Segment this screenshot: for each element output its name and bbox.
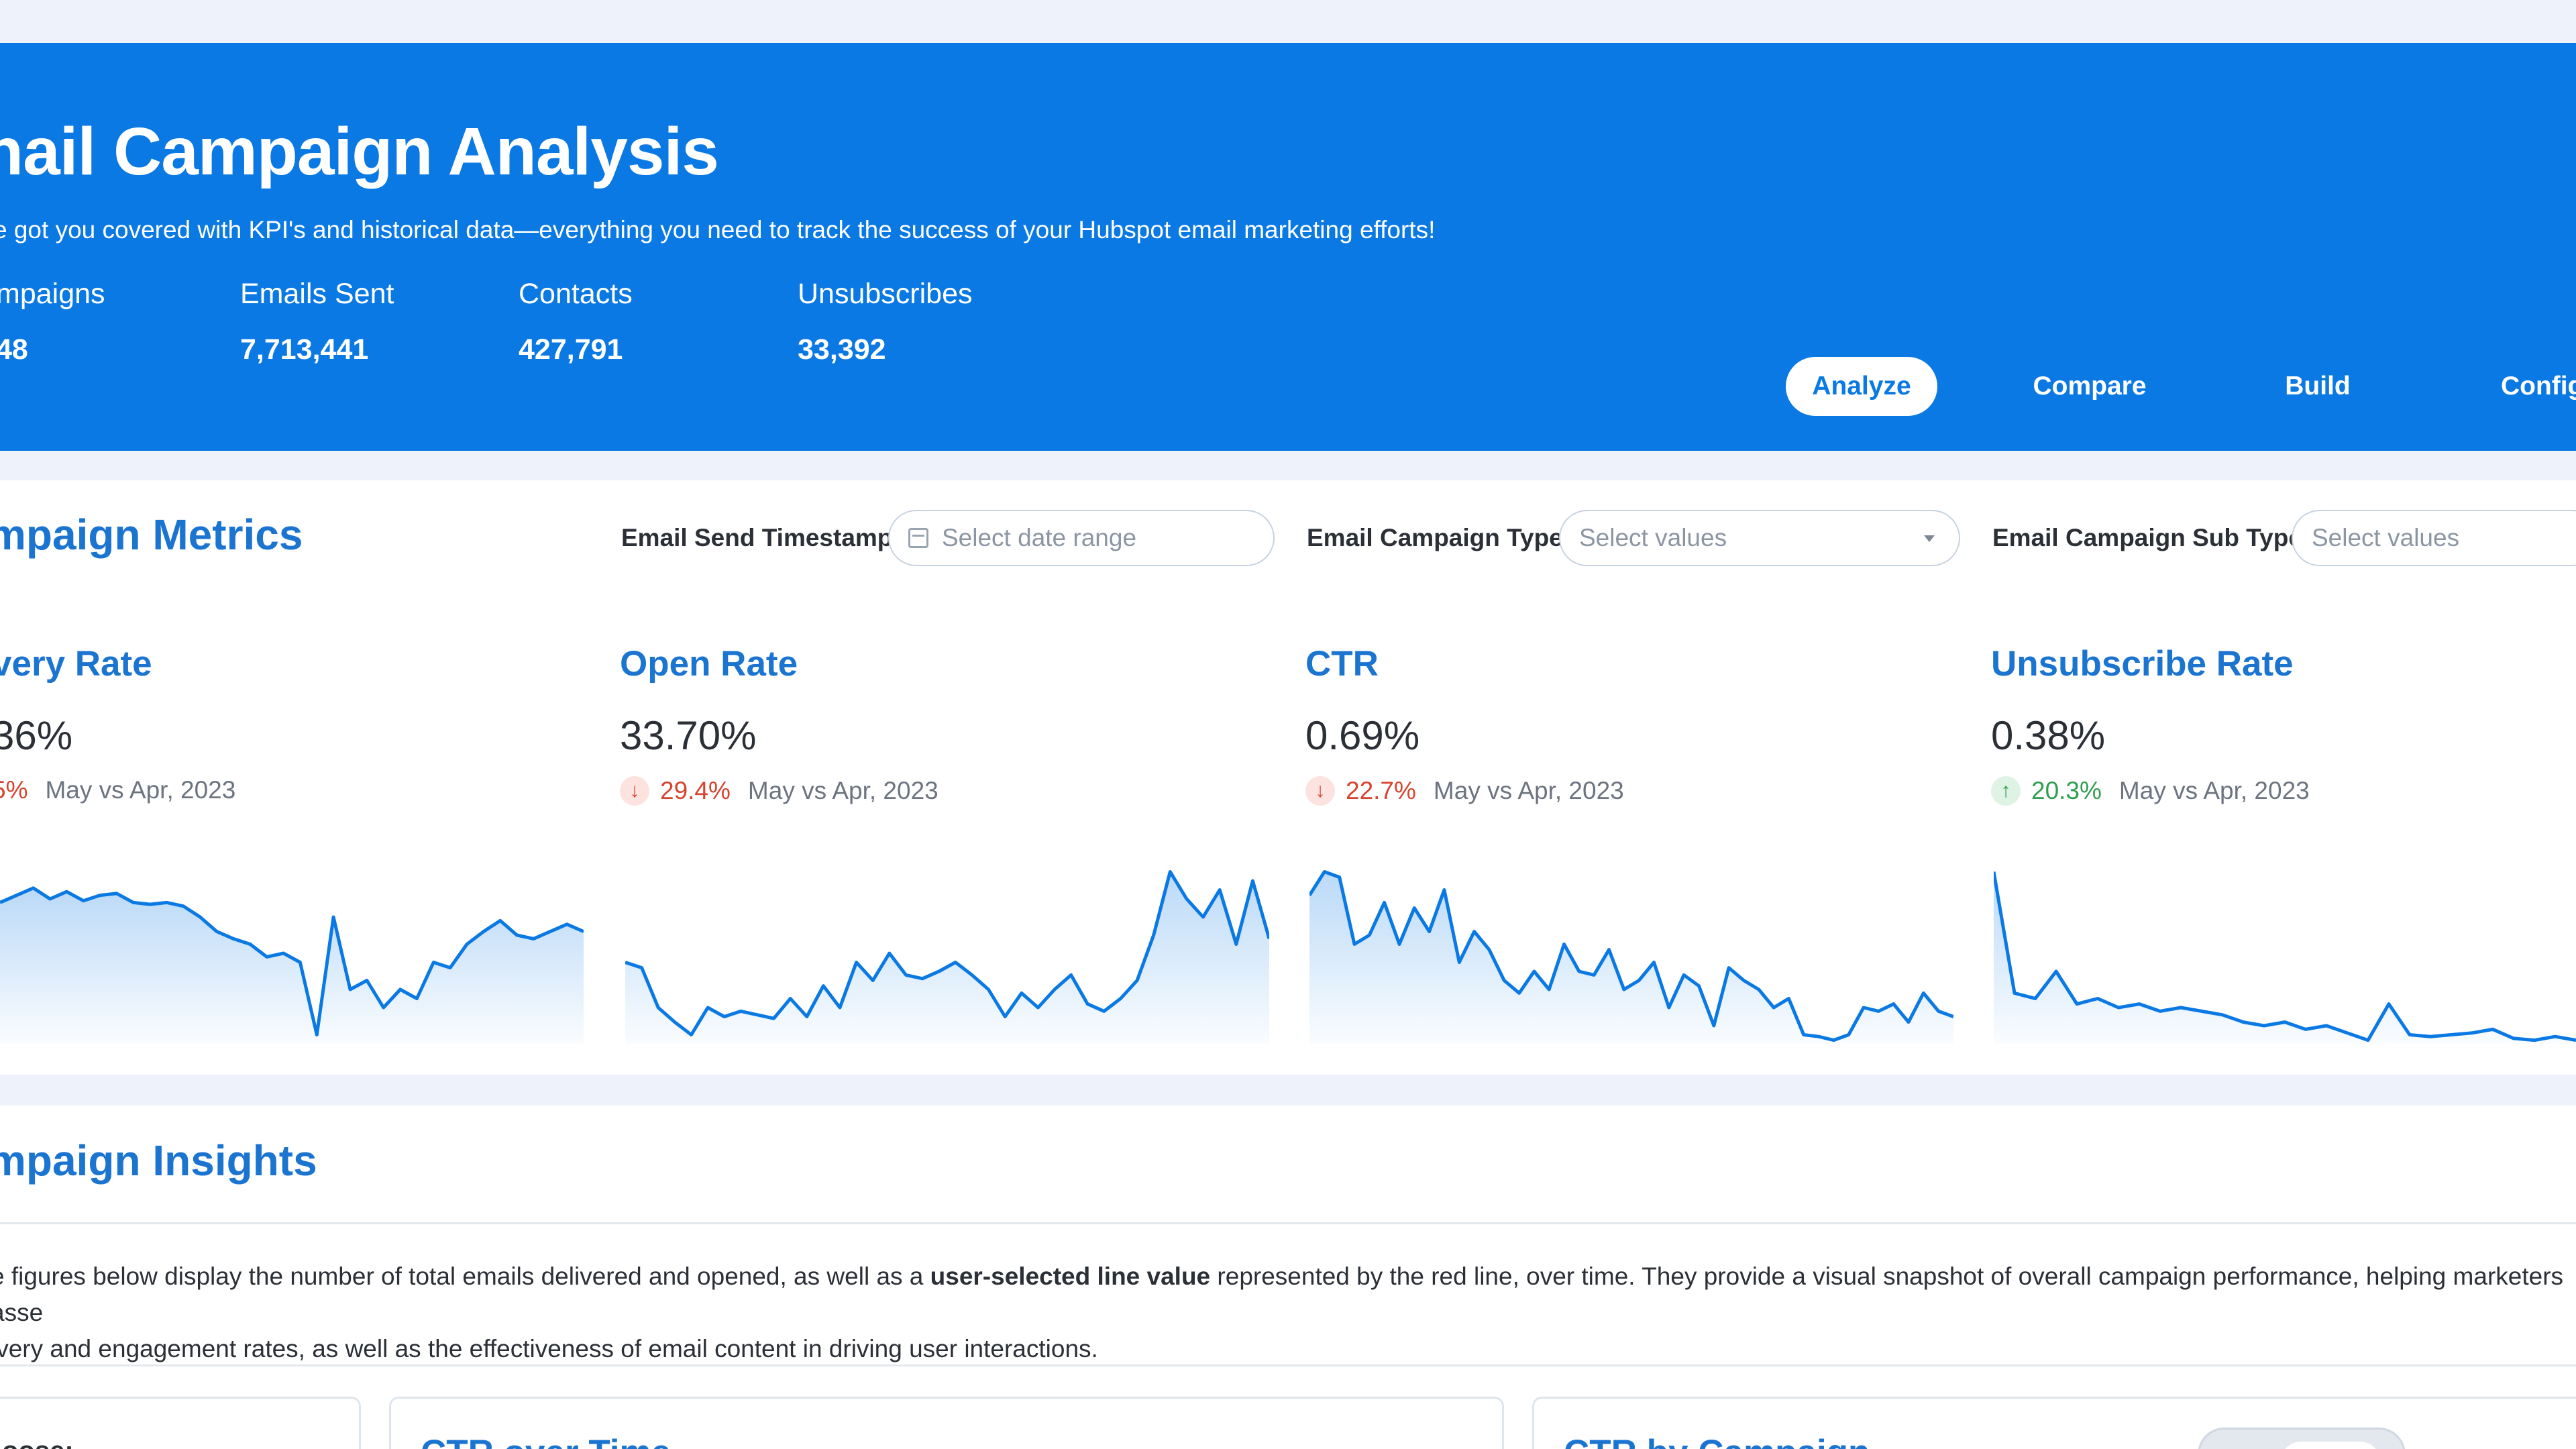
kpi-title: very Rate (0, 644, 152, 684)
kpi-value: 36% (0, 713, 73, 758)
card-title: CTR by Campaign (1564, 1432, 1870, 1449)
kpi-delta: ↑ 20.3% May vs Apr, 2023 (1991, 776, 2576, 806)
insights-title: mpaign Insights (0, 1136, 317, 1185)
sparkline-line (1994, 871, 2576, 1042)
kpi-value: 33.70% (620, 713, 757, 758)
kpi-delta-percent: 20.3% (2031, 777, 2102, 804)
kpi-delta: ↓ 29.4% May vs Apr, 2023 (620, 776, 1264, 806)
kpi-delta: 5% May vs Apr, 2023 (0, 776, 636, 804)
stat-campaigns: mpaigns 48 (0, 278, 105, 366)
kpi-delta-period: May vs Apr, 2023 (747, 777, 938, 804)
card-title: CTR over Time (421, 1432, 671, 1449)
toggle-knob[interactable] (2280, 1442, 2381, 1449)
kpi-ctr: CTR 0.69% ↓ 22.7% May vs Apr, 2023 (1305, 643, 1949, 806)
stat-label: mpaigns (0, 278, 105, 310)
hero-banner: nail Campaign Analysis e got you covered… (0, 43, 2576, 451)
kpi-delta: ↓ 22.7% May vs Apr, 2023 (1305, 776, 1949, 806)
sparkline-unsubscribe-rate (1994, 871, 2576, 1044)
kpi-title: CTR (1305, 644, 1379, 684)
description-text: represented by the red line, over time. … (0, 1263, 2564, 1326)
subtype-filter-label: Email Campaign Sub Type (1992, 524, 2302, 551)
stat-emails-sent: Emails Sent 7,713,441 (240, 278, 394, 366)
page-subtitle: e got you covered with KPI's and histori… (0, 216, 1436, 244)
date-range-picker[interactable]: Select date range (888, 510, 1275, 566)
kpi-delta-percent: 22.7% (1346, 777, 1416, 804)
kpi-value: 0.69% (1305, 713, 1420, 758)
divider (0, 1364, 2576, 1366)
campaign-subtype-select[interactable]: Select values (2292, 510, 2576, 566)
stat-label: Unsubscribes (798, 278, 973, 310)
kpi-open-rate: Open Rate 33.70% ↓ 29.4% May vs Apr, 202… (620, 643, 1264, 806)
card-title: oose: (2, 1436, 74, 1449)
description-text: ivery and engagement rates, as well as t… (0, 1335, 1098, 1362)
sparkline-delivery-rate (0, 886, 584, 1044)
sparkline-line (0, 886, 584, 1036)
sparkline-area (625, 871, 1269, 1044)
kpi-unsubscribe-rate: Unsubscribe Rate 0.38% ↑ 20.3% May vs Ap… (1991, 643, 2576, 806)
stat-value: 33,392 (798, 333, 886, 366)
kpi-delivery-rate: very Rate 36% 5% May vs Apr, 2023 (0, 643, 636, 804)
tab-analyze[interactable]: Analyze (1786, 357, 1937, 416)
sparkline-line (625, 870, 1269, 1036)
choose-metric-card: oose: (0, 1397, 361, 1449)
tab-build[interactable]: Build (2285, 372, 2351, 400)
sparkline-ctr (1309, 870, 1953, 1044)
sparkline-area (1309, 871, 1953, 1044)
kpi-value: 0.38% (1991, 713, 2106, 758)
metrics-title: mpaign Metrics (0, 511, 303, 559)
campaign-type-placeholder: Select values (1579, 524, 1727, 551)
kpi-delta-percent: 29.4% (660, 777, 731, 804)
stat-label: Emails Sent (240, 278, 394, 310)
kpi-title: Unsubscribe Rate (1991, 644, 2294, 684)
date-range-placeholder: Select date range (942, 524, 1137, 551)
stat-value: 48 (0, 333, 28, 366)
arrow-down-icon: ↓ (1305, 776, 1335, 806)
sparkline-area (0, 888, 584, 1044)
kpi-delta-percent: 5% (0, 776, 28, 804)
stat-label: Contacts (519, 278, 633, 310)
type-filter-label: Email Campaign Type (1307, 524, 1563, 551)
description-emphasis: user-selected line value (930, 1263, 1211, 1290)
stat-unsubscribes: Unsubscribes 33,392 (798, 278, 973, 366)
description-text: e figures below display the number of to… (0, 1263, 930, 1290)
ctr-by-campaign-card: CTR by Campaign (1532, 1397, 2576, 1449)
stat-contacts: Contacts 427,791 (519, 278, 633, 366)
kpi-delta-period: May vs Apr, 2023 (2118, 777, 2310, 804)
chevron-down-icon (1924, 535, 1935, 542)
stat-value: 7,713,441 (240, 333, 369, 366)
kpi-delta-period: May vs Apr, 2023 (1433, 777, 1624, 804)
ctr-over-time-card: CTR over Time (389, 1397, 1504, 1449)
campaign-subtype-placeholder: Select values (2312, 524, 2460, 551)
insights-description: e figures below display the number of to… (0, 1258, 2576, 1367)
sparkline-line (1309, 870, 1953, 1042)
tab-configure[interactable]: Config (2501, 372, 2576, 400)
kpi-title: Open Rate (620, 644, 798, 684)
campaign-metrics-panel: mpaign Metrics Email Send Timestamp Sele… (0, 480, 2576, 1075)
campaign-type-select[interactable]: Select values (1559, 510, 1960, 566)
page-title: nail Campaign Analysis (0, 114, 719, 189)
arrow-up-icon: ↑ (1991, 776, 2021, 806)
sparkline-open-rate (625, 870, 1269, 1044)
calendar-icon (908, 528, 928, 548)
timestamp-filter-label: Email Send Timestamp (621, 524, 893, 551)
kpi-delta-period: May vs Apr, 2023 (45, 776, 236, 804)
campaign-insights-panel: mpaign Insights e figures below display … (0, 1106, 2576, 1449)
divider (0, 1222, 2576, 1224)
tab-compare[interactable]: Compare (2033, 372, 2147, 400)
stat-value: 427,791 (519, 333, 623, 366)
view-toggle[interactable] (2198, 1428, 2406, 1449)
arrow-down-icon: ↓ (620, 776, 649, 806)
sparkline-area (1994, 871, 2576, 1044)
